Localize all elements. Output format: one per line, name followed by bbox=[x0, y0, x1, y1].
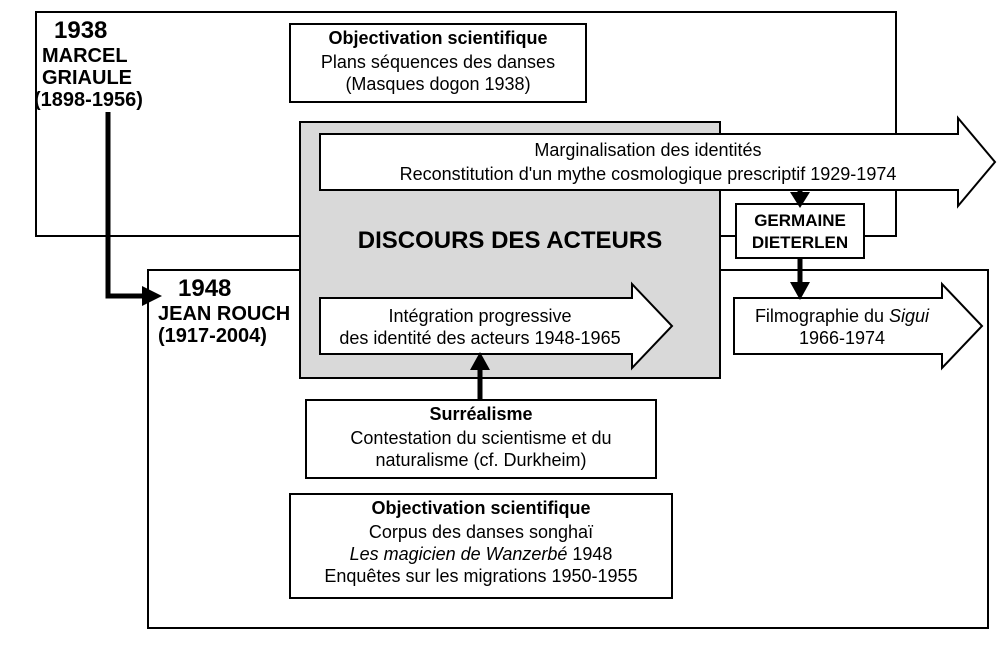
marginalisation-line1: Marginalisation des identités bbox=[534, 140, 761, 160]
rouch-year: 1948 bbox=[178, 275, 231, 302]
discours-title: DISCOURS DES ACTEURS bbox=[358, 227, 662, 254]
griaule-dates: (1898-1956) bbox=[34, 89, 143, 111]
rouch-objectivation-line3: Enquêtes sur les migrations 1950-1955 bbox=[324, 566, 637, 586]
rouch-dates: (1917-2004) bbox=[158, 325, 267, 347]
filmographie-line1-italic: Sigui bbox=[889, 306, 930, 326]
surrealisme-title: Surréalisme bbox=[429, 404, 532, 424]
griaule-name2: GRIAULE bbox=[42, 67, 132, 89]
griaule-year: 1938 bbox=[54, 17, 107, 44]
filmographie-line1: Filmographie du Sigui bbox=[755, 306, 930, 326]
filmographie-line1-prefix: Filmographie du bbox=[755, 306, 889, 326]
griaule-name1: MARCEL bbox=[42, 45, 128, 67]
rouch-objectivation-line1: Corpus des danses songhaï bbox=[369, 522, 593, 542]
surrealisme-line1: Contestation du scientisme et du bbox=[350, 428, 611, 448]
griaule-objectivation-line1: Plans séquences des danses bbox=[321, 52, 555, 72]
dieterlen-line2: DIETERLEN bbox=[752, 233, 848, 252]
griaule-objectivation-title: Objectivation scientifique bbox=[328, 28, 547, 48]
rouch-objectivation-line2: Les magicien de Wanzerbé 1948 bbox=[350, 544, 613, 564]
marginalisation-line2: Reconstitution d'un mythe cosmologique p… bbox=[400, 164, 897, 184]
rouch-objectivation-line2-year: 1948 bbox=[567, 544, 612, 564]
filmographie-line2: 1966-1974 bbox=[799, 328, 885, 348]
surrealisme-line2: naturalisme (cf. Durkheim) bbox=[375, 450, 586, 470]
rouch-objectivation-title: Objectivation scientifique bbox=[371, 498, 590, 518]
rouch-name: JEAN ROUCH bbox=[158, 303, 290, 325]
dieterlen-line1: GERMAINE bbox=[754, 211, 846, 230]
integration-line1: Intégration progressive bbox=[388, 306, 571, 326]
integration-line2: des identité des acteurs 1948-1965 bbox=[339, 328, 620, 348]
rouch-objectivation-line2-italic: Les magicien de Wanzerbé bbox=[350, 544, 568, 564]
griaule-objectivation-line2: (Masques dogon 1938) bbox=[345, 74, 530, 94]
